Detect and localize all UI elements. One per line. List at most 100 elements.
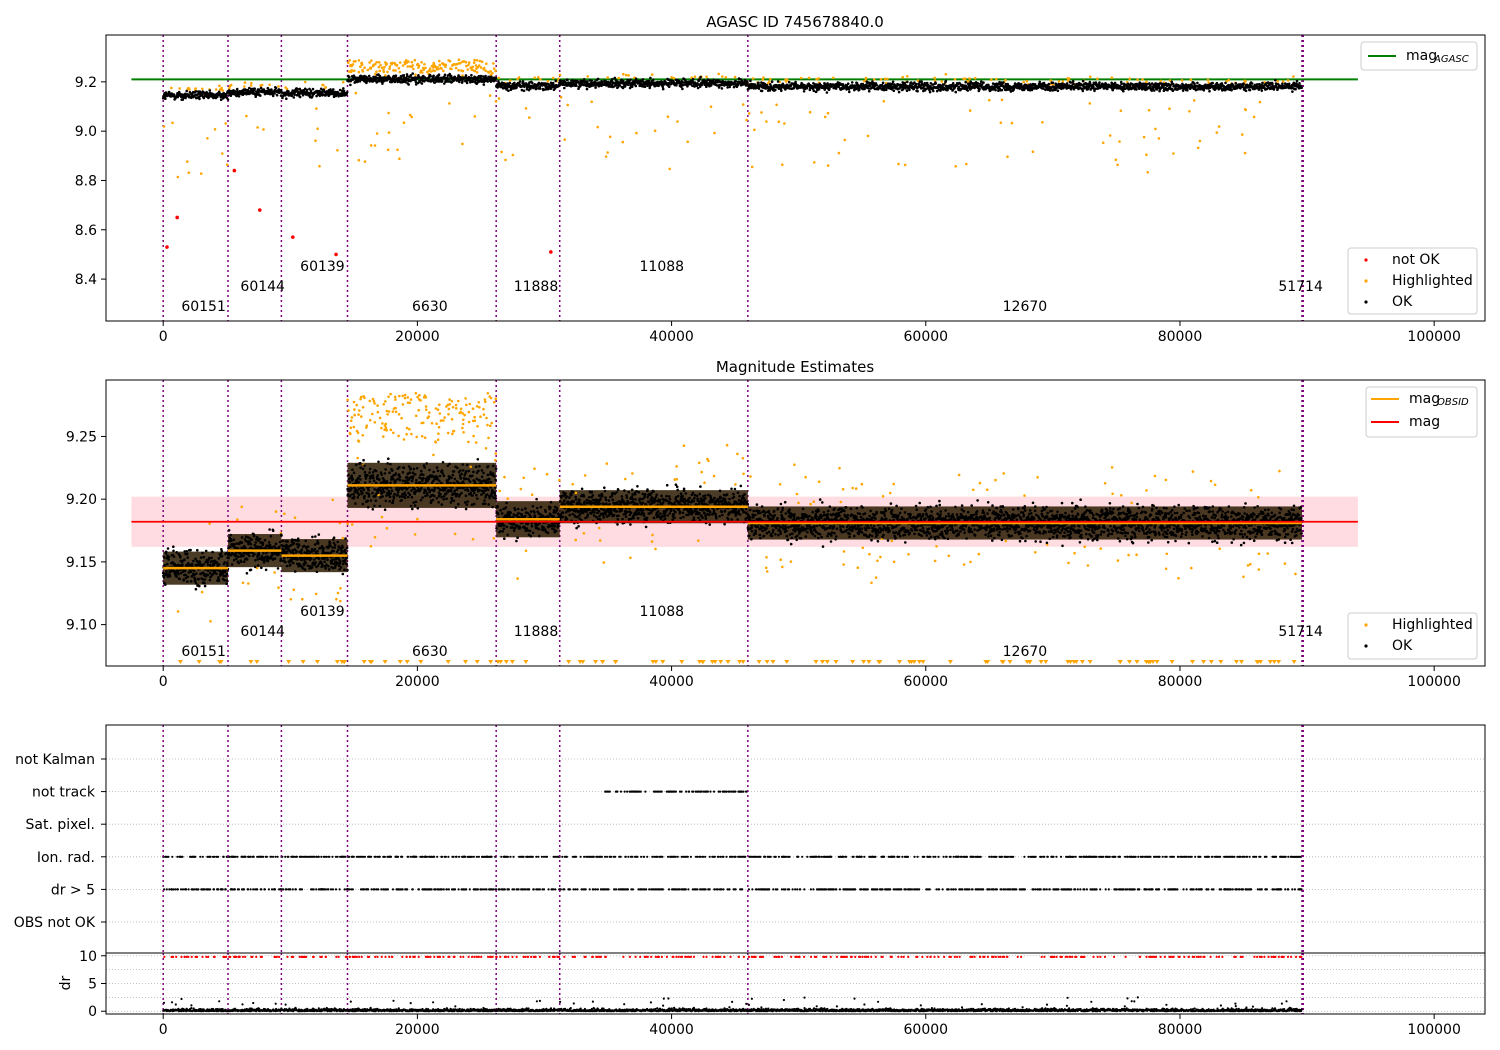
legend-mag-label: mag — [1409, 414, 1440, 430]
dr-panel: 0 20000 40000 60000 80000 100000 0 5 10 dr — [58, 949, 1486, 1038]
highlighted-outlier-points — [162, 91, 1262, 179]
legend-box — [1347, 247, 1478, 315]
highlighted-offscale-markers — [177, 660, 1297, 664]
y-tick-label: 8.6 — [75, 223, 97, 239]
x-tick-label: 80000 — [1158, 674, 1203, 690]
chart-title: AGASC ID 745678840.0 — [706, 13, 884, 31]
flag-category-label: Ion. rad. — [37, 850, 95, 866]
not-ok-point — [232, 168, 237, 173]
x-tick-label: 100000 — [1407, 1022, 1460, 1038]
x-tick-label: 20000 — [395, 329, 440, 345]
obsid-label: 12670 — [1003, 644, 1048, 660]
y-tick-label: 8.4 — [75, 272, 97, 288]
y-tick-label: 9.20 — [66, 492, 97, 508]
y-tick-label: 9.15 — [66, 555, 97, 571]
agasc-axes: 0 20000 40000 60000 80000 100000 8.4 8.6 8.8 9.0 9… — [75, 75, 1461, 345]
obsid-label: 11888 — [514, 624, 559, 640]
flag-category-label: not track — [32, 785, 96, 801]
agasc-panel: AGASC ID 745678840.0 60151 60144 60139 6630… — [75, 13, 1486, 345]
obsid-label: 51714 — [1278, 279, 1323, 295]
not-ok-point — [165, 245, 169, 249]
y-tick-label: 10 — [79, 949, 97, 965]
dr-axis-label: dr — [58, 975, 74, 990]
x-tick-label: 80000 — [1158, 1022, 1203, 1038]
flags-axes: not Kalman not track Sat. pixel. Ion. rad. d… — [14, 752, 106, 931]
x-tick-label: 20000 — [395, 1022, 440, 1038]
obsid-label: 60144 — [240, 279, 285, 295]
flag-category-label: not Kalman — [15, 752, 95, 768]
obsid-label: 11888 — [514, 279, 559, 295]
obsid-label: 11088 — [640, 259, 685, 275]
obsid-label: 51714 — [1278, 624, 1323, 640]
legend-highlighted-swatch — [1364, 623, 1368, 627]
x-tick-label: 40000 — [649, 674, 694, 690]
x-tick-label: 20000 — [395, 674, 440, 690]
obsid-label: 12670 — [1003, 299, 1048, 315]
not-ok-point — [257, 208, 262, 212]
flag-category-label: OBS not OK — [14, 915, 96, 931]
x-tick-label: 40000 — [649, 329, 694, 345]
legend-highlighted-label: Highlighted — [1392, 273, 1473, 289]
legend-ok-label: OK — [1392, 294, 1413, 310]
x-tick-label: 60000 — [904, 329, 949, 345]
obsid-label: 11088 — [640, 604, 685, 620]
chart-title: Magnitude Estimates — [716, 358, 874, 376]
flag-category-label: dr > 5 — [51, 882, 95, 898]
magnitude-point-legend: Highlighted OK — [1347, 612, 1478, 660]
x-tick-label: 40000 — [649, 1022, 694, 1038]
x-tick-label: 80000 — [1158, 329, 1203, 345]
not-ok-point — [291, 235, 295, 239]
magnitude-axes: 0 20000 40000 60000 80000 100000 9.10 9.15 9.20 9… — [66, 429, 1461, 690]
x-tick-label: 60000 — [904, 674, 949, 690]
not-ok-point — [334, 252, 338, 257]
legend-ok-label: OK — [1392, 638, 1413, 654]
legend-obsid-subscript: OBSID — [1437, 397, 1469, 408]
y-tick-label: 9.0 — [75, 124, 97, 140]
legend-highlighted-swatch — [1364, 279, 1368, 283]
obsid-label: 60151 — [181, 299, 226, 315]
obsid-label: 60151 — [181, 644, 226, 660]
obsid-label: 60139 — [300, 604, 345, 620]
agasc-point-legend: not OK Highlighted OK — [1347, 247, 1478, 315]
obsid-label: 6630 — [412, 299, 448, 315]
x-tick-label: 0 — [159, 1022, 168, 1038]
magnitude-line-legend: mag OBSID mag — [1365, 386, 1478, 438]
x-tick-label: 100000 — [1407, 329, 1460, 345]
flag-category-label: Sat. pixel. — [26, 817, 95, 833]
y-tick-label: 9.2 — [75, 75, 97, 91]
dr-data-layer — [106, 953, 1485, 1014]
y-tick-label: 8.8 — [75, 173, 97, 189]
not-ok-point — [549, 250, 553, 254]
ok-points — [161, 72, 1303, 101]
legend-agasc-subscript: AGASC — [1433, 54, 1469, 65]
magnitude-data-layer: 60151 60144 60139 6630 11888 11088 12670 51714 — [131, 380, 1358, 666]
y-tick-label: 9.10 — [66, 618, 97, 634]
legend-not-ok-swatch — [1364, 258, 1368, 262]
obsid-label: 60144 — [240, 624, 285, 640]
legend-ok-swatch — [1364, 644, 1368, 648]
x-tick-label: 0 — [159, 674, 168, 690]
legend-agasc-label: mag — [1406, 48, 1437, 64]
legend-highlighted-label: Highlighted — [1392, 617, 1473, 633]
legend-box — [1347, 612, 1478, 660]
agasc-data-layer: 60151 60144 60139 6630 11888 11088 12670 51714 — [131, 35, 1358, 321]
agasc-axes-frame — [105, 34, 1486, 322]
x-tick-label: 0 — [159, 329, 168, 345]
flags-data-layer — [106, 725, 1485, 953]
x-tick-label: 60000 — [904, 1022, 949, 1038]
dr-axes: 0 20000 40000 60000 80000 100000 0 5 10 — [79, 949, 1461, 1038]
highlighted-points — [176, 391, 1297, 623]
obsid-label: 60139 — [300, 259, 345, 275]
flags-panel: not Kalman not track Sat. pixel. Ion. rad. d… — [14, 724, 1486, 954]
legend-ok-swatch — [1364, 300, 1368, 304]
magnitude-panel: Magnitude Estimates 60151 60144 60139 6630 1… — [66, 358, 1486, 690]
legend-box — [1360, 41, 1478, 71]
y-tick-label: 0 — [88, 1004, 97, 1020]
y-tick-label: 5 — [88, 977, 97, 993]
legend-not-ok-label: not OK — [1392, 252, 1440, 268]
obsid-label: 6630 — [412, 644, 448, 660]
legend-obsid-label: mag — [1409, 391, 1440, 407]
x-tick-label: 100000 — [1407, 674, 1460, 690]
not-ok-point — [175, 215, 179, 220]
